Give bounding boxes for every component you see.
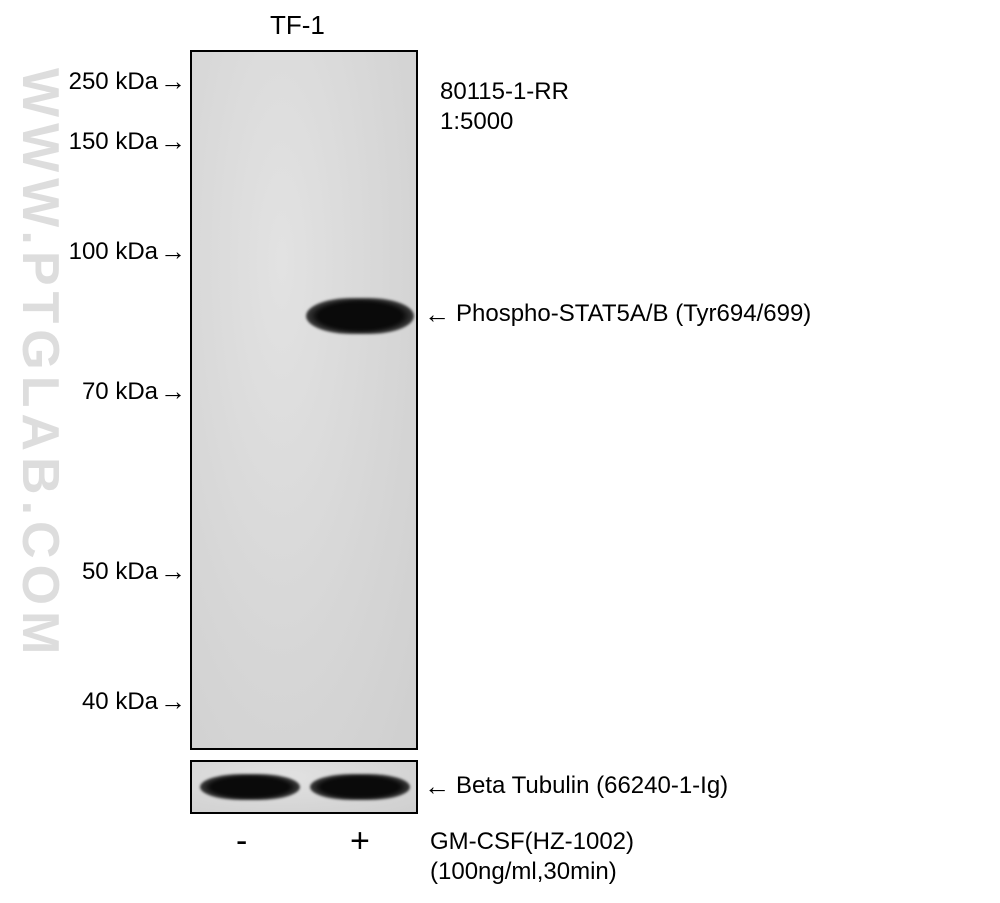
- treatment-sign-minus: -: [236, 822, 247, 861]
- band-label-phospho-stat5: ← Phospho-STAT5A/B (Tyr694/699): [424, 300, 811, 328]
- beta-tubulin-band-lane1: [200, 774, 300, 800]
- arrow-left-icon: ←: [424, 773, 450, 799]
- mw-marker-50: 50 kDa →: [60, 558, 186, 586]
- antibody-catalog: 80115-1-RR: [440, 78, 569, 106]
- mw-marker-text: 100 kDa: [69, 238, 158, 266]
- mw-marker-text: 70 kDa: [82, 378, 158, 406]
- beta-tubulin-band-lane2: [310, 774, 410, 800]
- treatment-desc-line1: GM-CSF(HZ-1002): [430, 828, 634, 856]
- mw-marker-text: 50 kDa: [82, 558, 158, 586]
- mw-marker-text: 250 kDa: [69, 68, 158, 96]
- arrow-left-icon: ←: [424, 301, 450, 327]
- mw-marker-100: 100 kDa →: [48, 238, 186, 266]
- mw-marker-text: 150 kDa: [69, 128, 158, 156]
- mw-marker-150: 150 kDa →: [48, 128, 186, 156]
- mw-marker-250: 250 kDa →: [48, 68, 186, 96]
- phospho-stat5-band: [306, 298, 414, 334]
- band-label-text: Phospho-STAT5A/B (Tyr694/699): [456, 300, 811, 328]
- band-label-text: Beta Tubulin (66240-1-Ig): [456, 772, 728, 800]
- treatment-desc-line2: (100ng/ml,30min): [430, 858, 617, 886]
- mw-marker-70: 70 kDa →: [60, 378, 186, 406]
- treatment-sign-plus: +: [350, 822, 370, 861]
- antibody-dilution: 1:5000: [440, 108, 513, 136]
- arrow-right-icon: →: [160, 378, 186, 404]
- arrow-right-icon: →: [160, 558, 186, 584]
- arrow-right-icon: →: [160, 68, 186, 94]
- lane-header: TF-1: [270, 10, 325, 41]
- main-blot-surface: [192, 52, 416, 748]
- arrow-right-icon: →: [160, 688, 186, 714]
- mw-marker-text: 40 kDa: [82, 688, 158, 716]
- band-label-beta-tubulin: ← Beta Tubulin (66240-1-Ig): [424, 772, 728, 800]
- arrow-right-icon: →: [160, 238, 186, 264]
- figure-stage: WWW.PTGLAB.COM TF-1 250 kDa → 150 kDa → …: [0, 0, 1000, 903]
- mw-marker-40: 40 kDa →: [60, 688, 186, 716]
- main-blot-frame: [190, 50, 418, 750]
- arrow-right-icon: →: [160, 128, 186, 154]
